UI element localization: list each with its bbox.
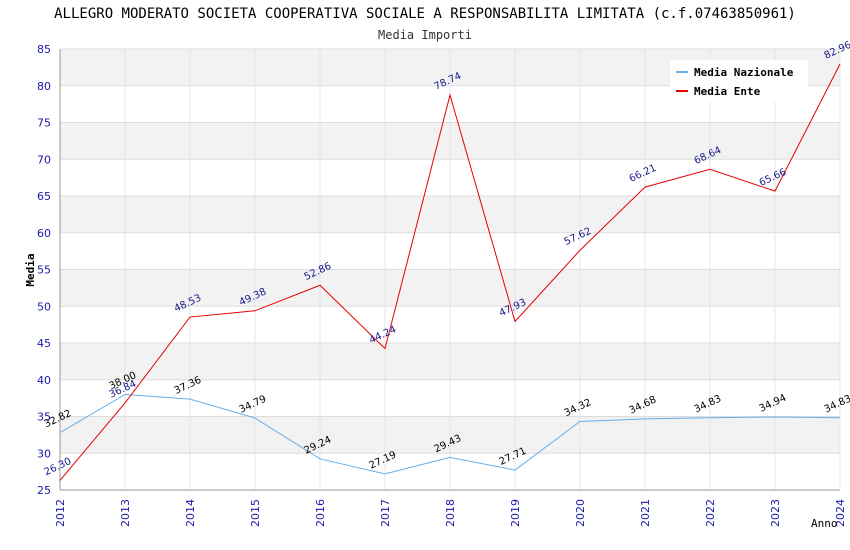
y-tick-label: 55: [37, 264, 51, 277]
chart-title: ALLEGRO MODERATO SOCIETA COOPERATIVA SOC…: [54, 6, 796, 22]
series-lines: [59, 63, 841, 481]
y-axis-ticks: 25 30 35 40 45 50 55 60 65 70 75 80 85: [37, 43, 51, 497]
y-tick-label: 70: [37, 153, 51, 166]
x-tick-label: 2021: [639, 499, 652, 527]
x-tick-label: 2020: [574, 499, 587, 527]
x-tick-label: 2013: [119, 499, 132, 527]
x-tick-label: 2015: [249, 499, 262, 527]
y-tick-label: 65: [37, 190, 51, 203]
x-tick-label: 2017: [379, 499, 392, 527]
y-tick-label: 45: [37, 337, 51, 350]
x-tick-label: 2014: [184, 499, 197, 527]
gridlines: [59, 48, 841, 491]
y-tick-label: 40: [37, 374, 51, 387]
y-tick-label: 50: [37, 300, 51, 313]
y-tick-label: 25: [37, 484, 51, 497]
x-tick-label: 2012: [54, 499, 67, 527]
x-tick-label: 2024: [834, 499, 847, 527]
y-tick-label: 60: [37, 227, 51, 240]
x-tick-label: 2022: [704, 499, 717, 527]
x-axis-ticks: 2012 2013 2014 2015 2016 2017 2018 2019 2020 2021…: [54, 499, 847, 527]
legend-box: [670, 60, 808, 102]
series-line-media-nazionale: [59, 393, 841, 475]
y-axis-title: Media: [24, 253, 37, 286]
axes: [59, 49, 840, 491]
y-tick-label: 75: [37, 117, 51, 130]
legend-label: Media Ente: [694, 85, 761, 98]
x-axis-title: Anno: [811, 517, 838, 530]
x-tick-label: 2018: [444, 499, 457, 527]
x-tick-label: 2023: [769, 499, 782, 527]
x-tick-label: 2019: [509, 499, 522, 527]
y-tick-label: 30: [37, 447, 51, 460]
legend: Media Nazionale Media Ente: [670, 60, 808, 102]
legend-label: Media Nazionale: [694, 66, 794, 79]
y-tick-label: 35: [37, 411, 51, 424]
chart-subtitle: Media Importi: [378, 28, 472, 42]
series-line-media-ente: [59, 63, 841, 481]
x-tick-label: 2016: [314, 499, 327, 527]
y-tick-label: 80: [37, 80, 51, 93]
y-tick-label: 85: [37, 43, 51, 56]
